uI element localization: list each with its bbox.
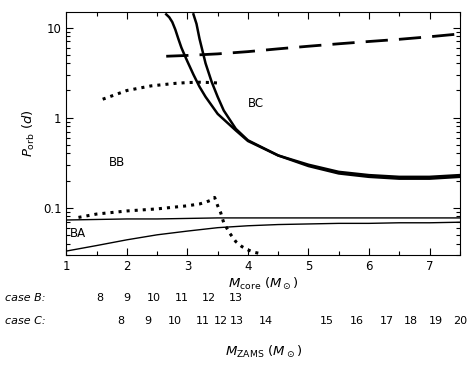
Text: 12: 12 — [201, 293, 216, 303]
Text: 8: 8 — [117, 316, 124, 326]
Text: 13: 13 — [230, 316, 244, 326]
Text: 15: 15 — [319, 316, 334, 326]
Text: 20: 20 — [453, 316, 467, 326]
Text: 11: 11 — [174, 293, 188, 303]
Text: BC: BC — [248, 96, 264, 110]
Text: 18: 18 — [404, 316, 419, 326]
Text: 17: 17 — [380, 316, 394, 326]
Text: 12: 12 — [214, 316, 228, 326]
Text: case C:: case C: — [5, 316, 46, 326]
X-axis label: $M_{\rm core}\ (M_\odot)$: $M_{\rm core}\ (M_\odot)$ — [228, 275, 299, 291]
Text: 16: 16 — [350, 316, 364, 326]
Text: 9: 9 — [145, 316, 152, 326]
Y-axis label: $P_{\rm orb}\ (d)$: $P_{\rm orb}\ (d)$ — [21, 109, 37, 157]
Text: BB: BB — [109, 156, 125, 169]
Text: 19: 19 — [428, 316, 443, 326]
Text: 8: 8 — [96, 293, 103, 303]
Text: 13: 13 — [229, 293, 243, 303]
Text: 9: 9 — [123, 293, 130, 303]
Text: 11: 11 — [196, 316, 210, 326]
Text: 14: 14 — [259, 316, 273, 326]
Text: 10: 10 — [168, 316, 182, 326]
Text: $M_{\rm ZAMS}\ (M_\odot)$: $M_{\rm ZAMS}\ (M_\odot)$ — [225, 344, 301, 360]
Text: 10: 10 — [147, 293, 161, 303]
Text: case B:: case B: — [5, 293, 45, 303]
Text: BA: BA — [69, 227, 85, 240]
